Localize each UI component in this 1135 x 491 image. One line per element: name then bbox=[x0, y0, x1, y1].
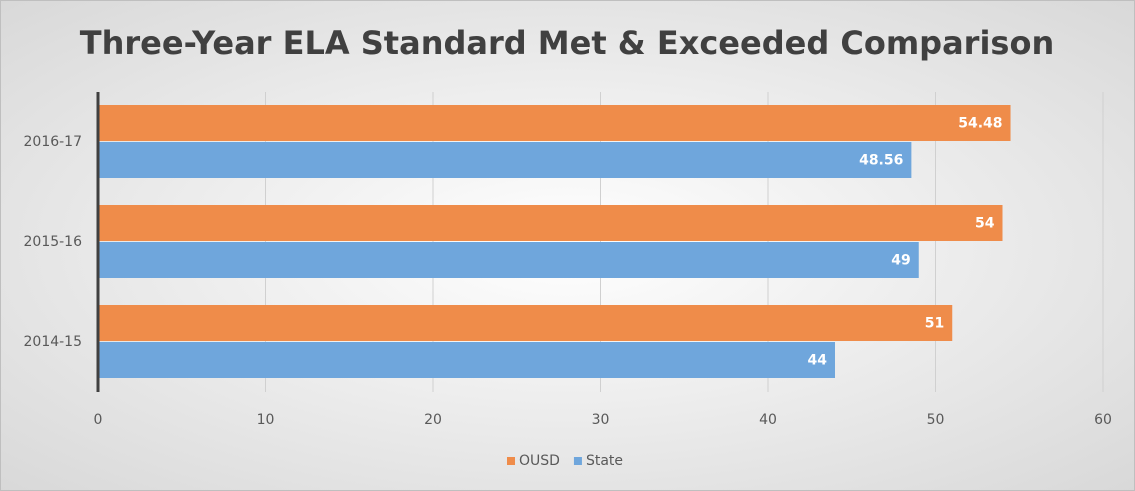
data-label: 48.56 bbox=[859, 153, 903, 169]
legend-label: OUSD bbox=[519, 453, 560, 469]
data-label: 54 bbox=[975, 216, 995, 232]
legend-swatch bbox=[573, 457, 582, 465]
bar bbox=[98, 342, 835, 378]
data-label: 54.48 bbox=[958, 116, 1002, 132]
legend-swatch bbox=[507, 457, 515, 465]
data-label: 44 bbox=[808, 353, 828, 369]
bar bbox=[98, 205, 1003, 241]
data-label: 51 bbox=[925, 316, 944, 332]
x-tick-label: 50 bbox=[927, 412, 945, 428]
y-tick-label: 2015-16 bbox=[24, 234, 83, 250]
legend-label: State bbox=[586, 453, 623, 469]
y-tick-label: 2016-17 bbox=[24, 134, 83, 150]
bar bbox=[98, 242, 919, 278]
bar bbox=[98, 105, 1011, 141]
x-tick-label: 20 bbox=[424, 412, 442, 428]
x-tick-label: 30 bbox=[592, 412, 610, 428]
y-tick-label: 2014-15 bbox=[24, 334, 83, 350]
bar bbox=[98, 142, 912, 178]
x-tick-label: 10 bbox=[257, 412, 275, 428]
bar bbox=[98, 305, 953, 341]
x-tick-label: 60 bbox=[1094, 412, 1112, 428]
x-tick-label: 0 bbox=[94, 412, 103, 428]
x-tick-label: 40 bbox=[759, 412, 777, 428]
data-label: 49 bbox=[891, 253, 910, 269]
chart-title: Three-Year ELA Standard Met & Exceeded C… bbox=[80, 24, 1054, 62]
